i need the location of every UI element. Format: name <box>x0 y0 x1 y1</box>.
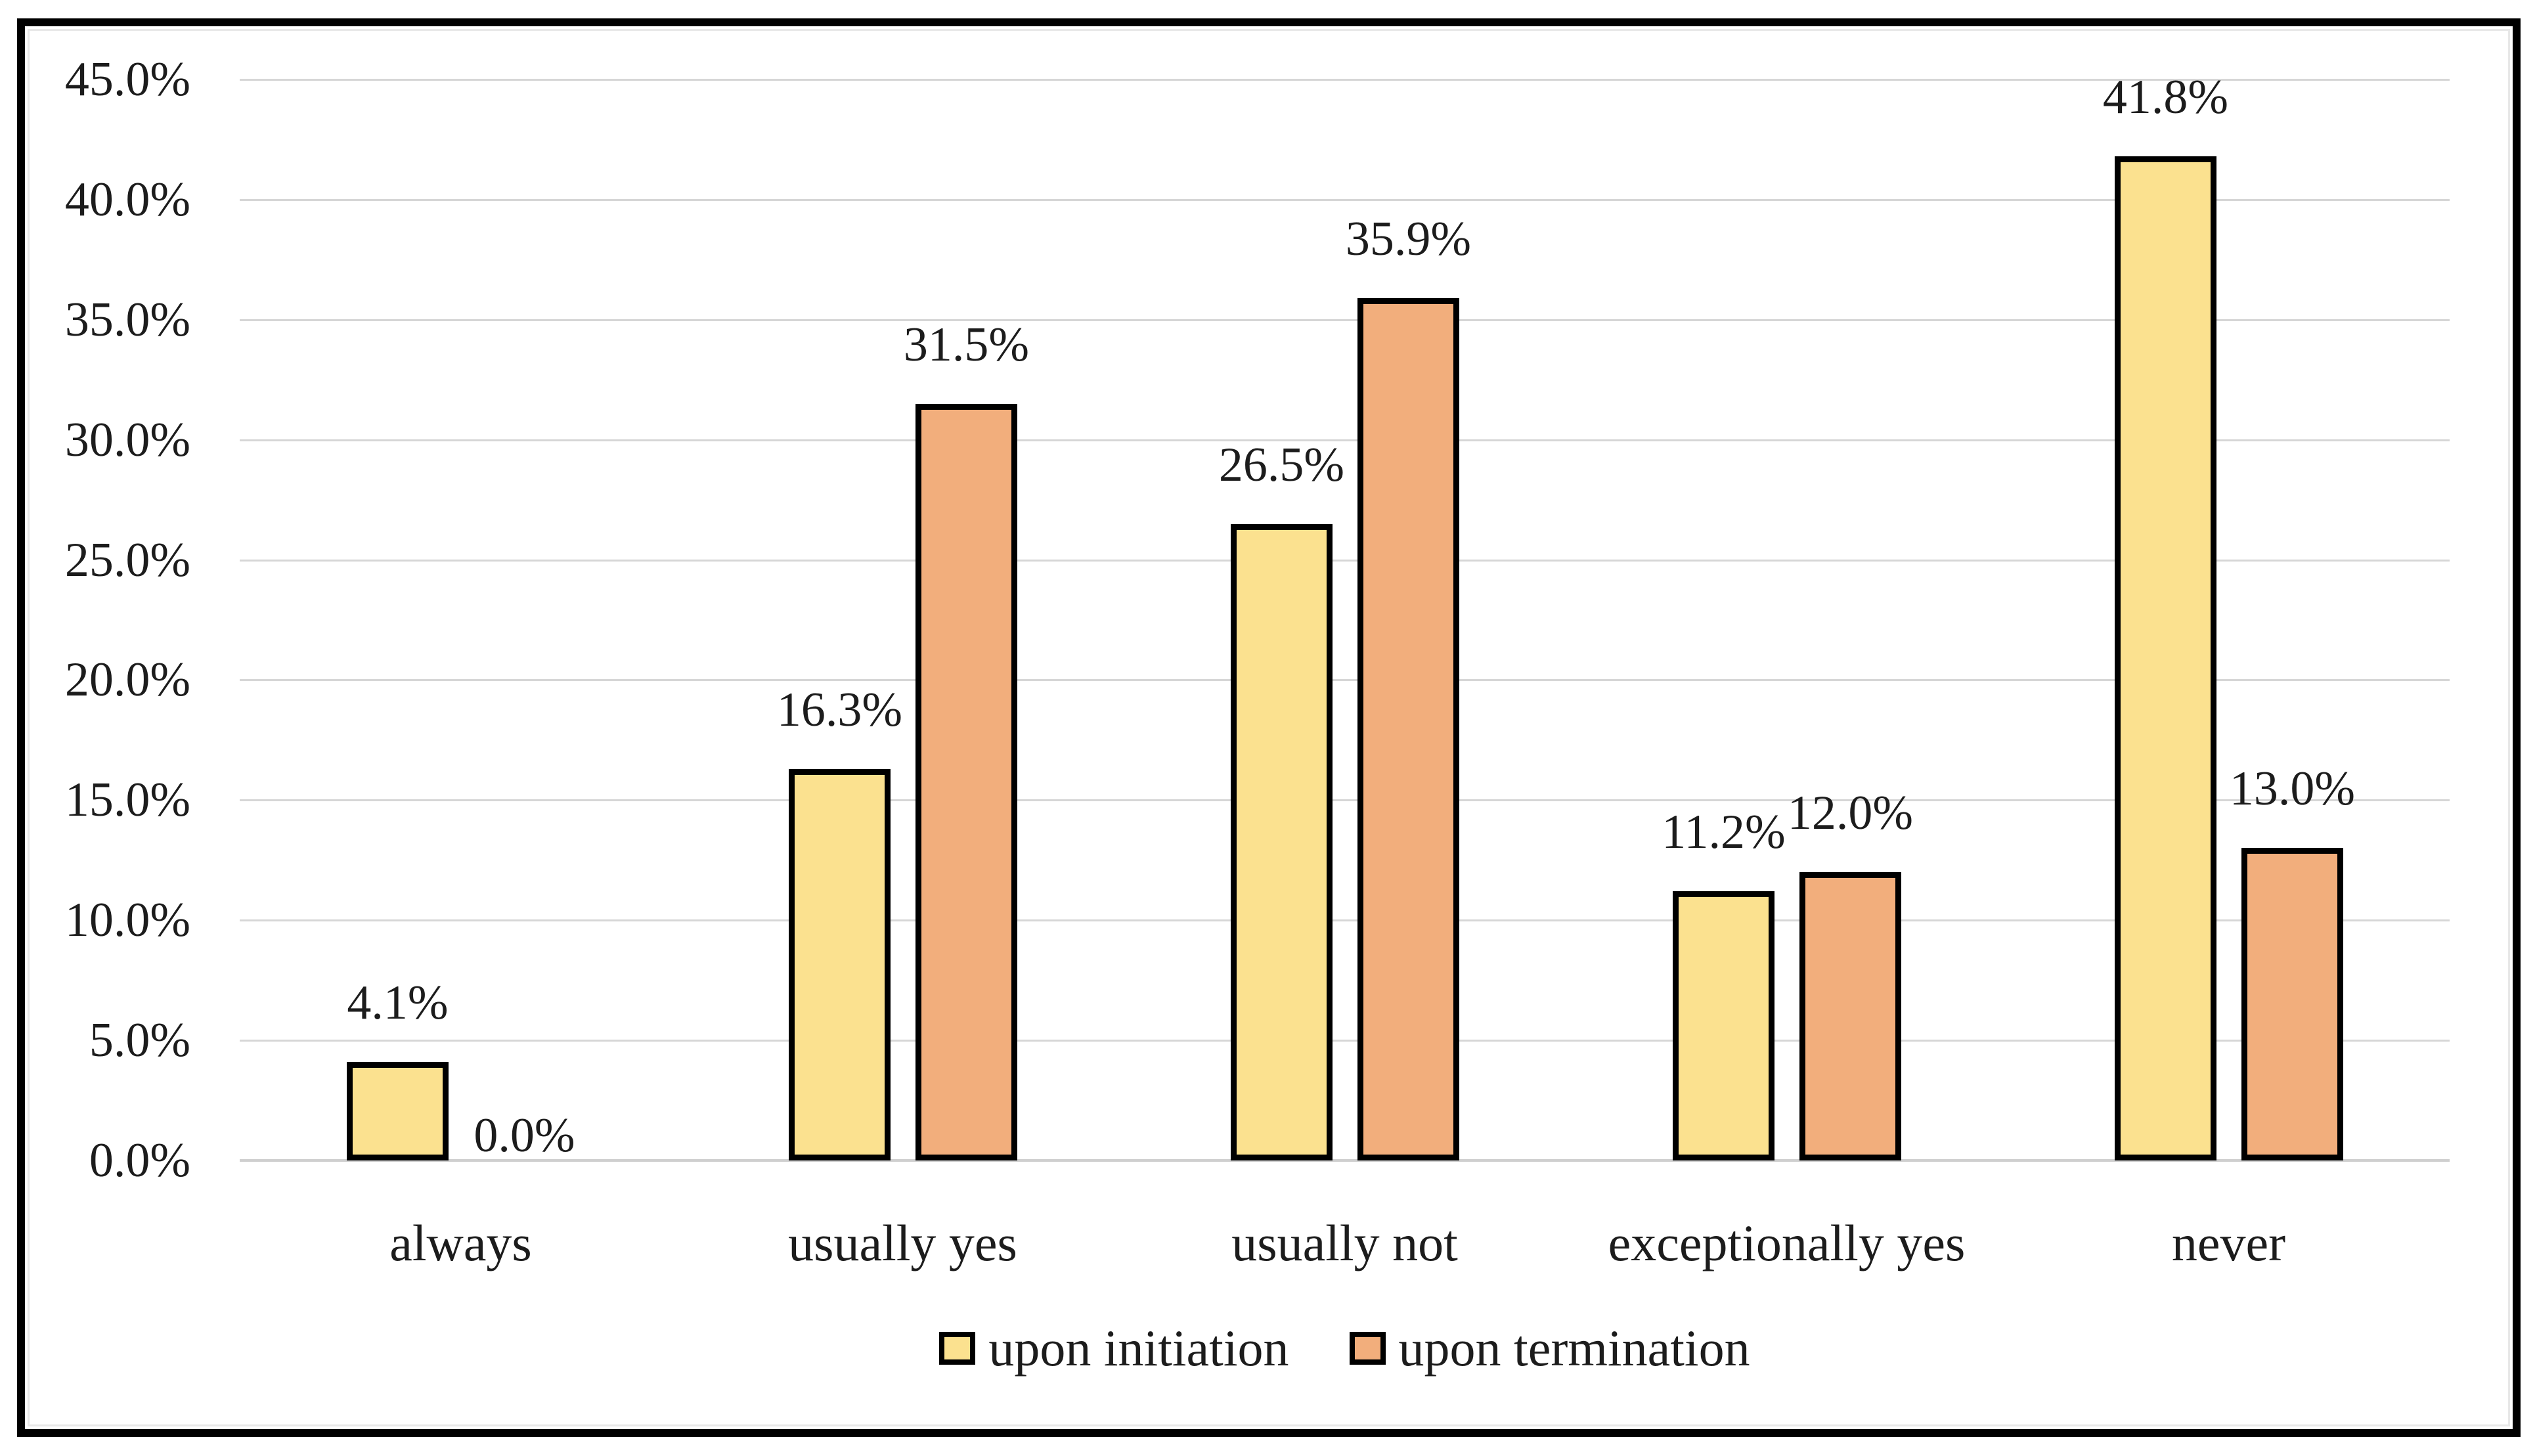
bar-upon-initiation-always <box>347 1062 449 1160</box>
data-label: 26.5% <box>1218 438 1345 492</box>
data-label: 35.9% <box>1345 212 1472 266</box>
bar-upon-initiation-never <box>2115 156 2216 1160</box>
y-gridline <box>240 560 2450 562</box>
bar-upon-initiation-usually-not <box>1231 524 1333 1160</box>
data-label: 11.2% <box>1662 805 1786 859</box>
y-tick-label: 5.0% <box>89 1013 190 1067</box>
y-tick-label: 0.0% <box>89 1134 190 1187</box>
legend-label-termination: upon termination <box>1398 1319 1750 1377</box>
bar-upon-initiation-exceptionally-yes <box>1673 891 1774 1160</box>
chart-inner-border <box>28 29 2510 1426</box>
y-tick-label: 15.0% <box>64 773 190 827</box>
y-gridline <box>240 799 2450 801</box>
legend-entry-upon-termination: upon termination <box>1349 1319 1750 1377</box>
legend-entry-upon-initiation: upon initiation <box>939 1320 1289 1377</box>
chart-legend: upon initiation upon termination <box>240 1319 2450 1378</box>
legend-swatch-termination-icon <box>1349 1332 1386 1365</box>
x-category-label: usually yes <box>788 1214 1017 1271</box>
y-gridline <box>240 1040 2450 1042</box>
x-axis-line <box>240 1159 2450 1162</box>
y-gridline <box>240 679 2450 681</box>
data-label: 0.0% <box>474 1109 575 1162</box>
data-label: 31.5% <box>903 318 1030 372</box>
y-tick-label: 20.0% <box>64 653 190 707</box>
y-gridline <box>240 199 2450 201</box>
x-category-label: never <box>2171 1214 2286 1271</box>
legend-swatch-initiation-icon <box>939 1332 976 1365</box>
y-gridline <box>240 439 2450 441</box>
bar-upon-termination-usually-yes <box>915 404 1017 1160</box>
bar-upon-termination-never <box>2241 848 2343 1160</box>
data-label: 13.0% <box>2229 762 2356 816</box>
y-gridline <box>240 319 2450 321</box>
y-tick-label: 30.0% <box>64 413 190 467</box>
y-gridline <box>240 79 2450 81</box>
y-tick-label: 40.0% <box>64 173 190 227</box>
y-tick-label: 10.0% <box>64 893 190 947</box>
y-gridline <box>240 919 2450 921</box>
bar-upon-termination-exceptionally-yes <box>1799 872 1901 1160</box>
bar-upon-termination-usually-not <box>1357 298 1459 1160</box>
bar-upon-initiation-usually-yes <box>789 769 891 1160</box>
data-label: 16.3% <box>776 683 903 737</box>
x-category-label: usually not <box>1231 1214 1458 1271</box>
y-tick-label: 45.0% <box>64 53 190 106</box>
data-label: 41.8% <box>2102 70 2229 124</box>
data-label: 4.1% <box>347 976 449 1030</box>
legend-label-initiation: upon initiation <box>988 1319 1289 1377</box>
y-tick-label: 25.0% <box>64 533 190 587</box>
data-label: 12.0% <box>1787 786 1914 840</box>
x-category-label: always <box>389 1214 532 1271</box>
x-category-label: exceptionally yes <box>1608 1214 1966 1271</box>
y-tick-label: 35.0% <box>64 293 190 347</box>
